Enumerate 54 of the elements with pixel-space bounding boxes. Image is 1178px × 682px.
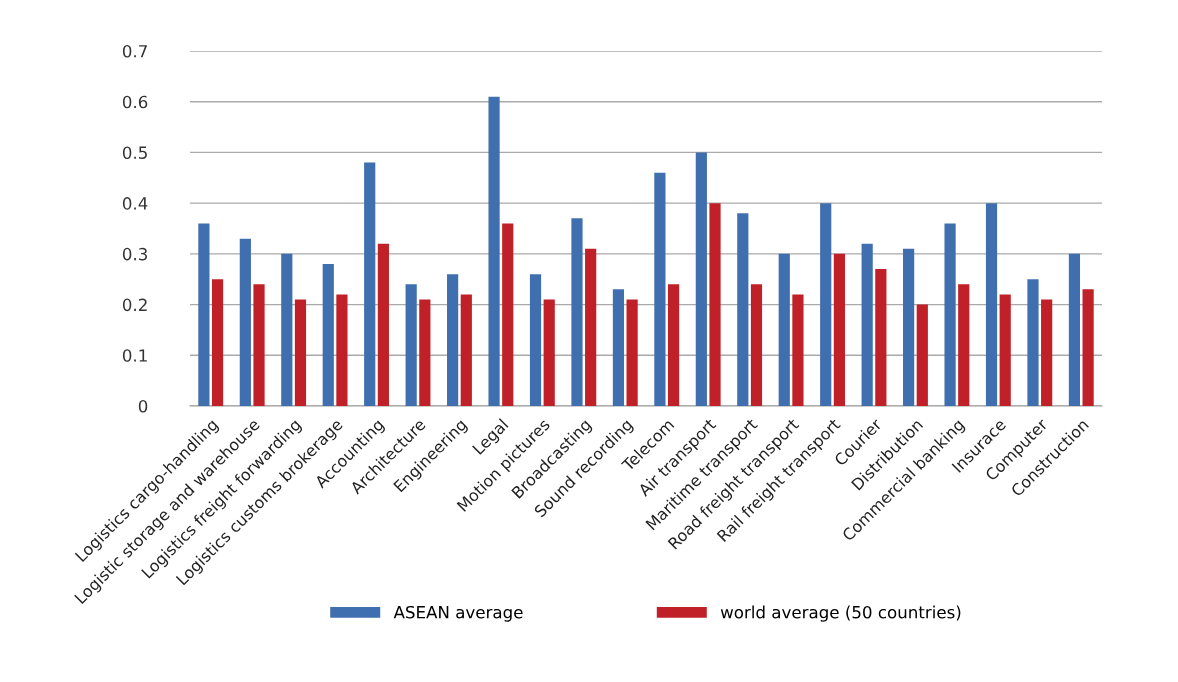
bar bbox=[405, 284, 417, 406]
bar bbox=[336, 294, 348, 406]
bar bbox=[903, 248, 915, 406]
bar bbox=[667, 284, 680, 406]
bar bbox=[695, 152, 707, 406]
bar bbox=[612, 289, 625, 406]
y-tick-label: 0.2 bbox=[122, 298, 147, 312]
bar bbox=[543, 299, 555, 406]
bar bbox=[419, 299, 431, 406]
bar bbox=[198, 223, 210, 406]
bar bbox=[875, 269, 887, 406]
bar bbox=[985, 203, 998, 406]
bar bbox=[750, 284, 763, 406]
bar bbox=[488, 96, 500, 406]
bar bbox=[626, 299, 638, 406]
y-tick-label: 0.3 bbox=[122, 247, 147, 261]
bar bbox=[377, 243, 389, 406]
bar bbox=[861, 243, 873, 406]
bar bbox=[322, 264, 334, 406]
bar bbox=[529, 274, 542, 406]
bar bbox=[654, 172, 666, 406]
bar bbox=[253, 284, 265, 406]
bar bbox=[999, 294, 1011, 406]
legend-label: world average (50 countries) bbox=[720, 605, 961, 622]
bar bbox=[571, 218, 583, 406]
y-tick-label: 0 bbox=[138, 399, 148, 413]
y-tick-label: 0.4 bbox=[122, 197, 148, 210]
bar bbox=[778, 253, 790, 406]
bar bbox=[737, 213, 749, 406]
bar bbox=[916, 304, 928, 406]
y-tick-label: 0.1 bbox=[122, 349, 147, 362]
bar bbox=[294, 299, 307, 406]
bar bbox=[709, 203, 721, 406]
bar bbox=[281, 253, 293, 406]
bar bbox=[364, 162, 376, 406]
bar bbox=[833, 253, 845, 406]
bar bbox=[239, 238, 251, 406]
bar bbox=[585, 248, 597, 406]
bar bbox=[1082, 289, 1094, 406]
y-tick-label: 0.7 bbox=[122, 44, 147, 58]
bar bbox=[502, 223, 514, 406]
bar bbox=[944, 223, 956, 406]
y-tick-label: 0.5 bbox=[122, 146, 147, 159]
bar bbox=[211, 279, 224, 406]
bar bbox=[1041, 299, 1053, 406]
bar bbox=[460, 294, 472, 406]
bar bbox=[1068, 253, 1081, 406]
bar bbox=[792, 294, 804, 406]
legend-label: ASEAN average bbox=[393, 605, 523, 622]
bar bbox=[820, 203, 832, 406]
bar bbox=[447, 274, 459, 406]
bar bbox=[1027, 279, 1039, 406]
y-tick-label: 0.6 bbox=[122, 95, 148, 109]
bar bbox=[958, 284, 970, 406]
